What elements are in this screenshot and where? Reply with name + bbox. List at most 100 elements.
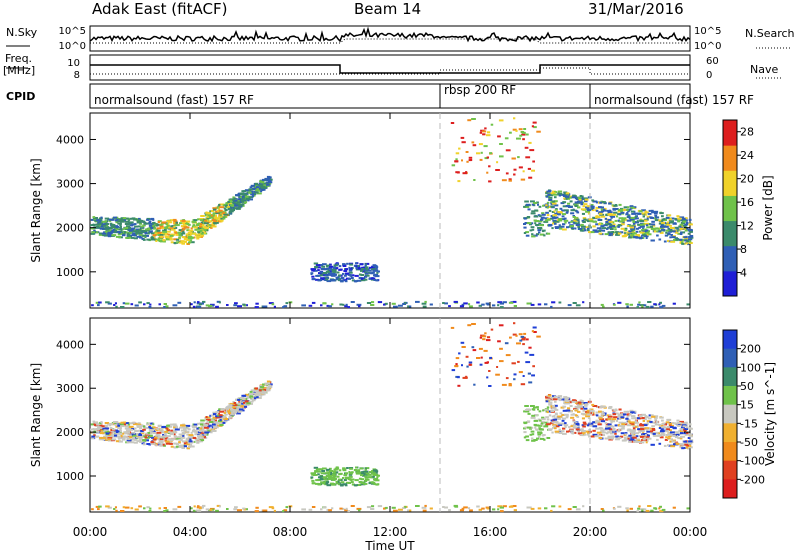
power-echo-cell: [255, 186, 260, 189]
velocity-echo-cell: [548, 414, 552, 417]
velocity-echo-cell: [626, 416, 629, 419]
velocity-echo-cell: [335, 480, 338, 483]
power-echo-cell: [590, 204, 594, 206]
power-echo-cell: [544, 303, 548, 306]
power-echo-cell: [535, 224, 539, 226]
power-echo-cell: [669, 221, 674, 224]
power-echo-cell: [671, 230, 676, 233]
power-echo-cell: [645, 305, 650, 308]
velocity-echo-cell: [674, 436, 679, 439]
velocity-echo-cell: [219, 424, 224, 426]
velocity-echo-cell: [620, 427, 625, 430]
velocity-echo-cell: [173, 442, 178, 445]
velocity-echo-cell: [685, 446, 689, 449]
power-echo-cell: [161, 227, 166, 229]
velocity-echo-cell: [480, 356, 483, 359]
velocity-echo-cell: [190, 431, 193, 434]
velocity-echo-cell: [162, 425, 167, 428]
velocity-echo-cell: [170, 445, 174, 448]
velocity-echo-cell: [680, 432, 684, 435]
velocity-echo-cell: [186, 433, 190, 436]
power-echo-cell: [629, 218, 635, 221]
power-echo-cell: [200, 227, 205, 230]
velocity-echo-cell: [152, 432, 157, 434]
velocity-echo-cell: [674, 422, 677, 425]
power-echo-cell: [530, 303, 535, 306]
velocity-echo-cell: [133, 441, 138, 444]
power-echo-cell: [228, 201, 233, 204]
velocity-echo-cell: [656, 434, 659, 437]
velocity-echo-cell: [199, 428, 205, 431]
velocity-echo-cell: [627, 414, 630, 417]
velocity-echo-cell: [320, 508, 323, 511]
velocity-echo-cell: [607, 415, 613, 418]
power-echo-cell: [568, 221, 571, 224]
power-echo-cell: [93, 229, 96, 232]
velocity-echo-cell: [125, 431, 129, 434]
power-echo-cell: [118, 228, 122, 231]
power-echo-cell: [209, 210, 212, 213]
power-echo-cell: [626, 212, 629, 214]
velocity-echo-cell: [522, 375, 525, 377]
power-echo-cell: [265, 181, 270, 184]
power-echo-cell: [105, 301, 110, 304]
power-echo-cell: [95, 301, 101, 304]
power-echo-cell: [255, 189, 260, 192]
power-echo-cell: [607, 211, 613, 214]
power-echo-cell: [404, 301, 407, 304]
power-echo-cell: [551, 301, 556, 304]
power-echo-cell: [214, 215, 217, 217]
power-echo-cell: [654, 212, 658, 215]
power-echo-cell: [349, 274, 352, 277]
power-echo-cell: [265, 178, 269, 181]
velocity-echo-cell: [333, 468, 338, 471]
velocity-echo-cell: [178, 438, 182, 441]
velocity-echo-cell: [92, 420, 96, 423]
velocity-echo-cell: [333, 475, 337, 478]
velocity-echo-cell: [688, 427, 693, 430]
velocity-echo-cell: [173, 430, 176, 433]
power-echo-cell: [186, 226, 190, 229]
velocity-echo-cell: [589, 424, 592, 427]
velocity-echo-cell: [531, 374, 535, 377]
power-echo-cell: [513, 117, 516, 120]
power-echo-cell: [199, 229, 203, 232]
velocity-echo-cell: [501, 383, 507, 386]
power-echo-cell: [537, 229, 542, 232]
velocity-echo-cell: [591, 403, 595, 406]
velocity-echo-cell: [208, 428, 211, 431]
velocity-echo-cell: [513, 373, 517, 376]
power-echo-cell: [471, 141, 475, 144]
power-echo-cell: [523, 232, 527, 234]
velocity-echo-cell: [563, 405, 567, 408]
velocity-echo-cell: [562, 399, 567, 402]
power-echo-cell: [173, 225, 176, 228]
velocity-echo-cell: [216, 411, 219, 414]
velocity-echo-cell: [360, 474, 364, 477]
power-echo-cell: [582, 221, 586, 223]
velocity-echo-cell: [513, 322, 516, 325]
power-echo-cell: [632, 221, 637, 223]
velocity-echo-cell: [223, 420, 227, 423]
power-echo-cell: [355, 267, 358, 270]
velocity-echo-cell: [212, 423, 216, 426]
power-echo-cell: [144, 232, 148, 234]
power-echo-cell: [660, 224, 664, 227]
velocity-echo-cell: [117, 424, 122, 427]
velocity-echo-cell: [228, 406, 233, 409]
y-axis-label: Slant Range [km]: [29, 158, 43, 262]
velocity-echo-cell: [137, 429, 142, 432]
power-echo-cell: [613, 303, 616, 306]
power-echo-cell: [358, 276, 362, 279]
velocity-echo-cell: [150, 441, 154, 444]
power-echo-cell: [230, 210, 234, 213]
power-echo-cell: [546, 206, 549, 209]
power-echo-cell: [193, 226, 198, 229]
power-echo-cell: [661, 215, 664, 218]
velocity-echo-cell: [667, 437, 671, 440]
power-echo-cell: [612, 223, 616, 226]
velocity-echo-cell: [564, 422, 567, 425]
velocity-echo-cell: [530, 405, 535, 407]
power-echo-cell: [653, 230, 657, 233]
power-echo-cell: [461, 141, 466, 144]
